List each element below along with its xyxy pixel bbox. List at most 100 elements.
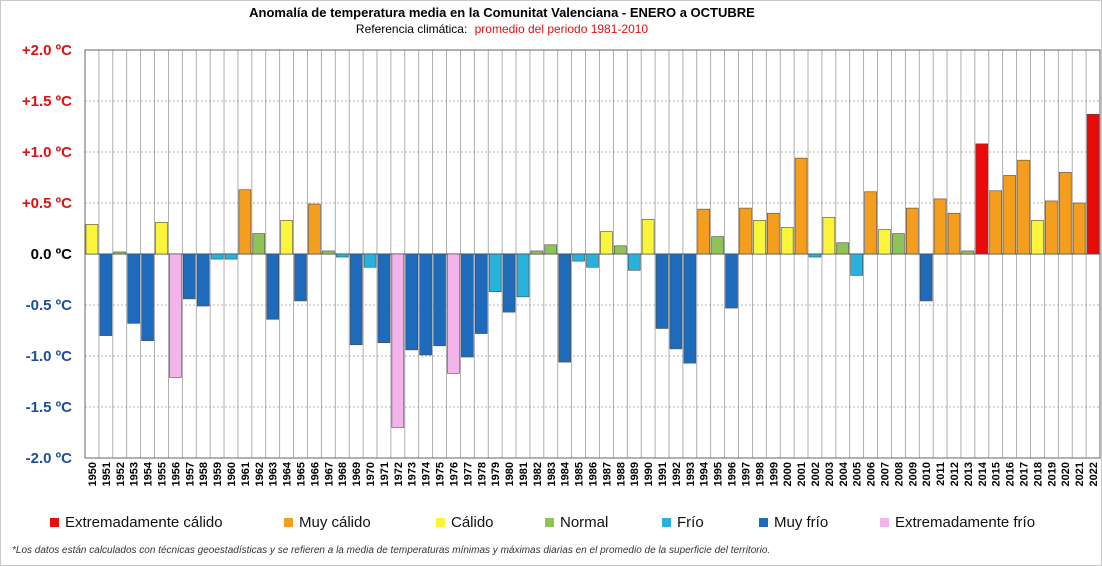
- bar-2005: [850, 253, 863, 276]
- bar-1997: [739, 207, 752, 255]
- x-tick-label: 2006: [866, 462, 878, 486]
- bar-2001: [794, 157, 808, 255]
- x-tick-label: 1989: [629, 462, 641, 486]
- x-tick-label: 2010: [921, 462, 933, 486]
- x-tick-label: 1952: [115, 462, 127, 486]
- bar-1974: [419, 253, 432, 356]
- x-tick-label: 1978: [476, 462, 488, 486]
- x-tick-label: 1972: [393, 462, 405, 486]
- x-tick-label: 1969: [351, 462, 363, 486]
- x-tick-label: 2001: [796, 462, 808, 486]
- bar-2010: [919, 253, 933, 302]
- x-tick-label: 1984: [560, 461, 572, 486]
- bar-2003: [822, 216, 836, 255]
- x-tick-label: 1953: [129, 462, 141, 486]
- bar-1989: [627, 253, 641, 271]
- x-tick-label: 1986: [588, 462, 600, 486]
- bar-1973: [405, 253, 419, 351]
- bar-2007: [878, 229, 891, 255]
- x-tick-label: 1980: [504, 462, 516, 486]
- bar-1968: [335, 253, 349, 258]
- legend-label: Extremadamente cálido: [65, 513, 223, 531]
- legend-item-muy-frio: Muy frío: [759, 512, 828, 532]
- x-tick-label: 1967: [323, 462, 335, 486]
- x-tick-label: 1950: [87, 462, 99, 486]
- x-tick-label: 1974: [421, 461, 433, 486]
- bar-1966: [308, 203, 321, 255]
- legend-swatch: [545, 517, 554, 527]
- bar-1998: [753, 220, 766, 255]
- bar-2022: [1086, 113, 1100, 255]
- legend-label: Extremadamente frío: [895, 513, 1036, 531]
- bar-1951: [99, 253, 113, 336]
- x-tick-label: 2004: [838, 461, 850, 486]
- chart-title: Anomalía de temperatura media en la Comu…: [249, 5, 755, 20]
- bar-2015: [989, 190, 1002, 255]
- bar-1975: [433, 253, 446, 347]
- bar-1954: [141, 253, 154, 341]
- bar-1971: [377, 253, 391, 344]
- x-tick-label: 1959: [212, 462, 224, 486]
- bar-2013: [961, 250, 975, 255]
- y-tick-label: +0.5 ºC: [22, 195, 72, 212]
- x-tick-label: 1965: [296, 462, 308, 486]
- bar-1959: [210, 253, 224, 260]
- legend-item-extremadamente-frio: Extremadamente frío: [880, 512, 1035, 532]
- legend-swatch: [284, 517, 293, 527]
- x-tick-label: 1954: [143, 461, 155, 486]
- legend-label: Normal: [560, 513, 609, 531]
- footnote: *Los datos están calculados con técnicas…: [12, 545, 771, 556]
- x-tick-label: 1966: [309, 462, 321, 486]
- x-tick-label: 1996: [727, 462, 739, 486]
- legend-label: Muy cálido: [299, 513, 371, 531]
- subtitle-highlight: promedio del periodo 1981-2010: [475, 22, 649, 36]
- x-tick-label: 1971: [379, 462, 391, 486]
- bar-1955: [155, 222, 168, 255]
- x-tick-label: 2021: [1074, 462, 1086, 486]
- x-tick-label: 1987: [601, 462, 613, 486]
- x-tick-label: 1964: [282, 461, 294, 486]
- legend-swatch: [759, 517, 768, 527]
- x-tick-label: 1970: [365, 462, 377, 486]
- bar-1993: [683, 253, 697, 364]
- bar-1972: [391, 253, 405, 428]
- bar-1981: [516, 253, 530, 298]
- bar-1960: [224, 253, 238, 260]
- y-tick-label: -0.5 ºC: [26, 297, 72, 314]
- bar-2002: [808, 253, 822, 258]
- bar-1950: [85, 224, 99, 255]
- x-tick-label: 1975: [435, 462, 447, 486]
- bar-2000: [780, 227, 794, 255]
- bar-1977: [461, 253, 474, 358]
- x-tick-label: 1960: [226, 462, 238, 486]
- bar-1978: [474, 253, 488, 334]
- x-tick-label: 2017: [1019, 462, 1031, 486]
- plot-border: [84, 49, 1101, 459]
- legend-swatch: [50, 517, 59, 527]
- x-tick-label: 1985: [574, 462, 586, 486]
- x-tick-label: 1990: [643, 462, 655, 486]
- x-tick-label: 2022: [1088, 462, 1100, 486]
- legend-item-frio: Frío: [662, 512, 704, 532]
- x-tick-label: 2000: [782, 462, 794, 486]
- x-tick-label: 2008: [893, 462, 905, 486]
- y-tick-label: -1.0 ºC: [26, 348, 72, 365]
- bar-2019: [1045, 200, 1058, 255]
- bar-1967: [322, 250, 335, 255]
- bar-2020: [1058, 172, 1072, 255]
- bar-1952: [113, 251, 127, 255]
- bar-1962: [252, 233, 266, 255]
- x-tick-label: 1957: [184, 462, 196, 486]
- x-tick-label: 1955: [156, 462, 168, 486]
- bar-1985: [572, 253, 585, 262]
- x-tick-label: 1961: [240, 462, 252, 486]
- bar-1984: [558, 253, 571, 363]
- legend-label: Cálido: [451, 513, 494, 531]
- x-tick-label: 1998: [754, 462, 766, 486]
- legend-label: Frío: [677, 513, 704, 531]
- bar-1988: [614, 245, 627, 255]
- x-tick-label: 1977: [462, 462, 474, 486]
- x-tick-label: 2015: [991, 462, 1003, 486]
- x-tick-label: 1999: [768, 462, 780, 486]
- bar-2016: [1003, 175, 1016, 255]
